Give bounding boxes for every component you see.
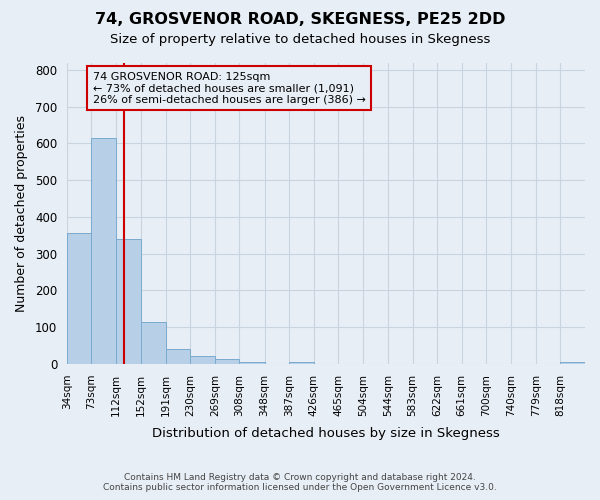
Bar xyxy=(239,362,265,364)
Bar xyxy=(190,356,215,364)
Bar xyxy=(215,358,239,364)
Text: Contains HM Land Registry data © Crown copyright and database right 2024.
Contai: Contains HM Land Registry data © Crown c… xyxy=(103,473,497,492)
Text: 74 GROSVENOR ROAD: 125sqm
← 73% of detached houses are smaller (1,091)
26% of se: 74 GROSVENOR ROAD: 125sqm ← 73% of detac… xyxy=(93,72,365,105)
Bar xyxy=(91,138,116,364)
Text: 74, GROSVENOR ROAD, SKEGNESS, PE25 2DD: 74, GROSVENOR ROAD, SKEGNESS, PE25 2DD xyxy=(95,12,505,28)
Bar xyxy=(141,322,166,364)
Bar xyxy=(289,362,314,364)
Bar xyxy=(67,234,91,364)
Y-axis label: Number of detached properties: Number of detached properties xyxy=(15,115,28,312)
Bar xyxy=(560,362,585,364)
X-axis label: Distribution of detached houses by size in Skegness: Distribution of detached houses by size … xyxy=(152,427,500,440)
Bar xyxy=(166,350,190,364)
Text: Size of property relative to detached houses in Skegness: Size of property relative to detached ho… xyxy=(110,32,490,46)
Bar xyxy=(116,239,141,364)
